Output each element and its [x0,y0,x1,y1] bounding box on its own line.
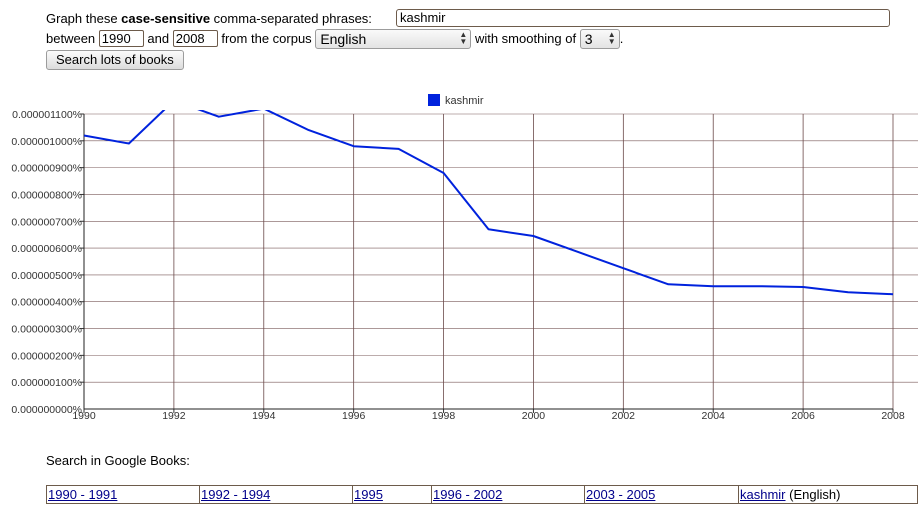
start-year-input[interactable]: 1990 [98,30,144,48]
smoothing-label: with smoothing of [474,31,577,46]
google-books-label: Search in Google Books: [46,453,190,468]
period-text: . [619,31,624,46]
gb-link-cell: 1992 - 1994 [199,485,353,504]
legend-label: kashmir [445,95,484,107]
range-row: between 1990 and 2008 from the corpus En… [46,28,624,49]
x-tick-label: 1992 [162,410,186,422]
chart-legend: kashmir [428,94,484,108]
y-tick-label: 0.000000600% [11,243,82,255]
x-tick-label: 1990 [72,410,96,422]
phrase-label-prefix: Graph these [46,11,122,26]
x-tick-label: 2004 [702,410,726,422]
corpus-select-value: English [320,30,367,47]
gb-phrase-cell: kashmir (English) [738,485,918,504]
gb-link-1996-2002[interactable]: 1996 - 2002 [433,486,503,502]
gb-link-cell: 2003 - 2005 [584,485,739,504]
y-tick-label: 0.000001100% [12,110,82,121]
gb-link-1992-1994[interactable]: 1992 - 1994 [201,486,271,502]
series-line-kashmir [83,110,894,296]
end-year-input[interactable]: 2008 [172,30,218,48]
x-tick-label: 2008 [881,410,905,422]
x-tick-label: 1994 [252,410,276,422]
ngram-chart: 0.000000000% 0.000000100% 0.000000200% 0.00… [11,110,918,422]
and-label: and [147,31,170,46]
y-tick-label: 0.000000300% [11,324,82,336]
phrase-label-suffix: comma-separated phrases: [210,11,372,26]
search-row: Search lots of books [46,49,184,70]
y-tick-label: 0.000000200% [11,350,82,362]
google-books-links: 1990 - 1991 1992 - 1994 1995 1996 - 2002… [46,485,918,504]
legend-swatch [428,94,440,107]
between-label: between [46,31,96,46]
select-arrows-icon: ▲ ▼ [459,29,468,46]
y-tick-label: 0.000000100% [11,377,82,389]
x-tick-label: 2002 [612,410,636,422]
y-tick-label: 0.000000700% [11,216,82,228]
x-tick-label: 1998 [432,410,456,422]
phrase-label-bold: case-sensitive [121,11,211,26]
x-tick-label: 2000 [522,410,546,422]
gb-link-cell: 1996 - 2002 [431,485,585,504]
x-tick-label: 1996 [342,410,366,422]
gb-phrase-suffix: (English) [785,486,841,502]
smoothing-select-value: 3 [584,30,593,47]
phrase-row: Graph these case-sensitive comma-separat… [46,9,372,29]
corpus-select[interactable]: English ▲ ▼ [315,28,472,49]
y-tick-label: 0.000000800% [11,189,82,201]
y-tick-label: 0.000000400% [11,297,82,309]
y-tick-label: 0.000000500% [11,270,82,282]
gb-link-cell: 1995 [352,485,432,504]
smoothing-select[interactable]: 3 ▲ ▼ [579,28,620,49]
corpus-label: from the corpus [221,31,312,46]
y-tick-label: 0.000000900% [11,163,82,175]
search-button[interactable]: Search lots of books [46,50,184,70]
y-tick-label: 0.000000000% [11,404,82,416]
gb-link-1995[interactable]: 1995 [354,486,383,502]
gb-link-cell: 1990 - 1991 [46,485,200,504]
phrase-input[interactable]: kashmir [396,9,890,27]
gb-link-2003-2005[interactable]: 2003 - 2005 [586,486,656,502]
y-tick-label: 0.000001000% [11,136,82,148]
x-tick-label: 2006 [791,410,815,422]
select-arrows-icon: ▲ ▼ [607,29,616,46]
gb-phrase-link[interactable]: kashmir [740,486,786,502]
gb-link-1990-1991[interactable]: 1990 - 1991 [48,486,118,502]
